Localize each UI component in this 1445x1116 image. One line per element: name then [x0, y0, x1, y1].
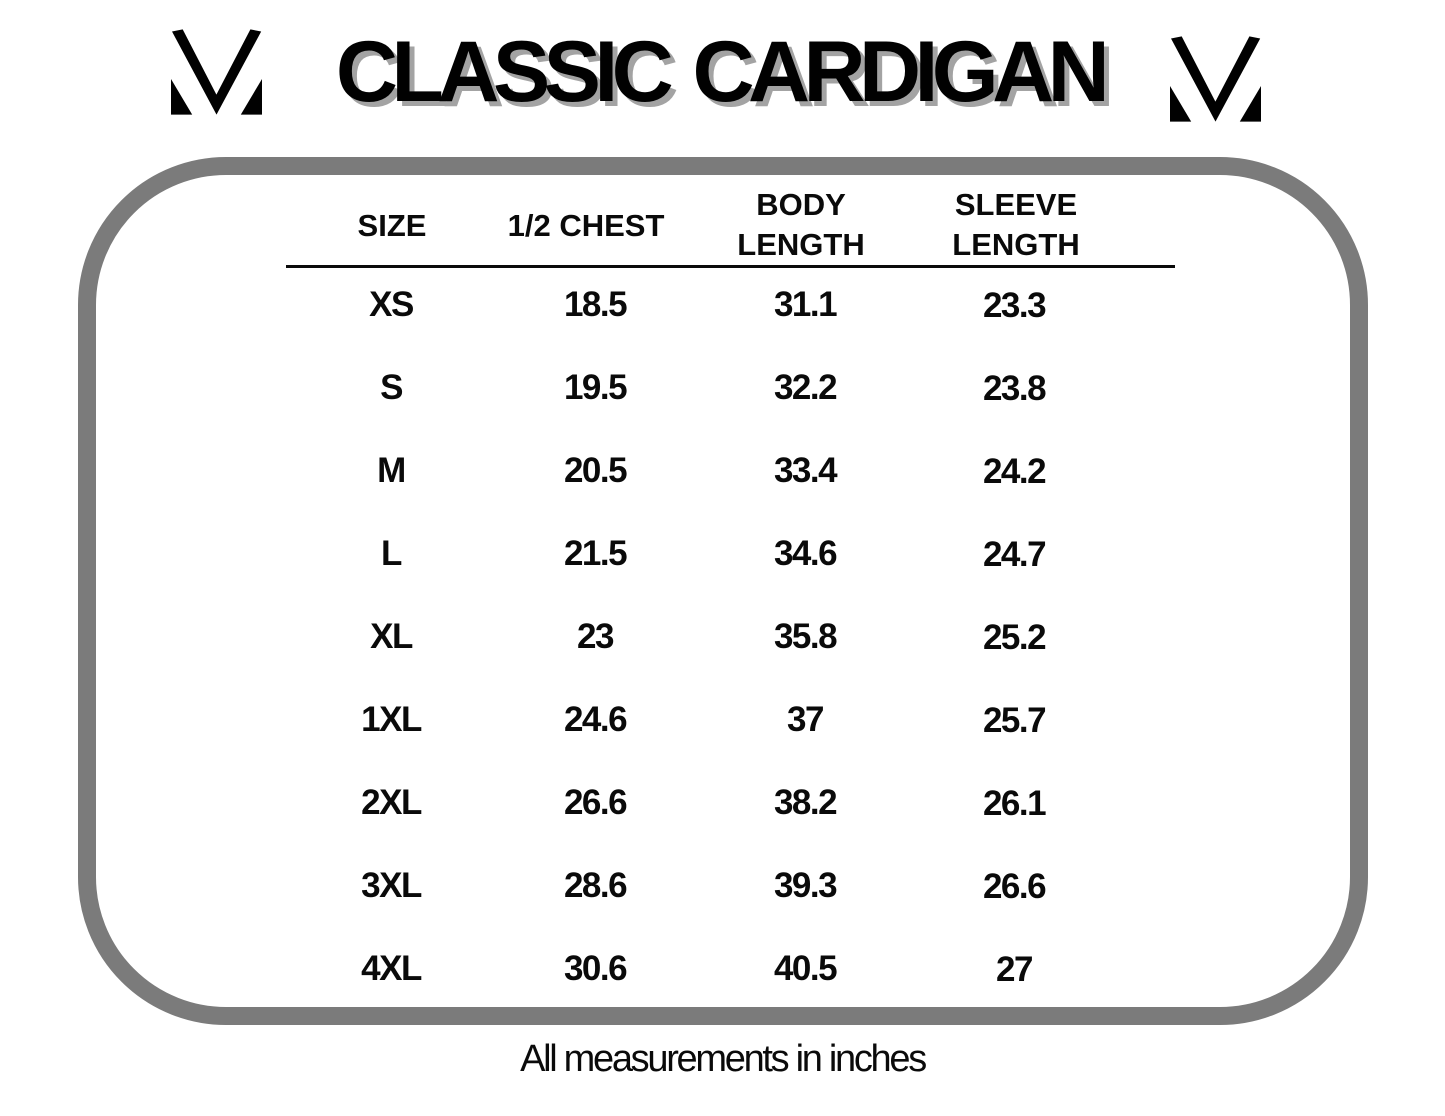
- body-length-value: 33.4: [773, 451, 838, 491]
- half-chest-value: 23: [577, 617, 614, 656]
- body-length-value: 40.5: [773, 948, 838, 988]
- half-chest-value: 26.6: [563, 782, 628, 822]
- header-divider-line: [286, 265, 1175, 268]
- half-chest-value: 19.5: [563, 368, 628, 408]
- sleeve-length-value: 23.8: [982, 369, 1047, 409]
- body-length-column: 31.1 32.2 33.4 34.6 35.8 37 38.2 39.3 40…: [695, 264, 915, 1010]
- body-length-value: 38.2: [773, 782, 838, 822]
- size-label: M: [377, 451, 406, 491]
- sleeve-length-column: 23.3 23.8 24.2 24.7 25.2 25.7 26.1 26.6 …: [904, 265, 1124, 1011]
- sleeve-length-value: 25.7: [982, 700, 1047, 740]
- size-label: 1XL: [361, 699, 422, 739]
- size-label: L: [381, 534, 402, 574]
- column-header-sleeve-length: SLEEVE LENGTH: [952, 187, 1080, 262]
- half-chest-value: 18.5: [563, 285, 628, 325]
- sleeve-length-value: 25.2: [982, 618, 1047, 657]
- body-length-value: 31.1: [773, 285, 838, 325]
- column-header-body-length: BODY LENGTH: [737, 187, 865, 262]
- column-header-half-chest: 1/2 CHEST: [507, 208, 665, 243]
- half-chest-value: 28.6: [563, 865, 628, 905]
- sleeve-length-value: 24.2: [982, 452, 1047, 492]
- sleeve-length-value: 26.1: [982, 783, 1047, 823]
- body-length-value: 32.2: [773, 368, 838, 408]
- sleeve-length-value: 23.3: [982, 286, 1047, 326]
- half-chest-column: 18.5 19.5 20.5 21.5 23 24.6 26.6 28.6 30…: [485, 264, 705, 1010]
- size-label: XS: [369, 285, 414, 325]
- sleeve-length-value: 26.6: [982, 866, 1047, 906]
- size-label: 3XL: [361, 865, 422, 905]
- brand-m-logo-right-icon: [1170, 36, 1261, 122]
- half-chest-value: 30.6: [563, 948, 628, 988]
- size-label: 4XL: [361, 948, 422, 988]
- size-column: XS S M L XL 1XL 2XL 3XL 4XL: [281, 264, 501, 1010]
- body-length-value: 35.8: [773, 617, 838, 656]
- sleeve-length-value: 24.7: [982, 535, 1047, 575]
- measurements-note: All measurements in inches: [520, 1038, 927, 1080]
- size-label: S: [380, 368, 403, 408]
- column-header-size: SIZE: [357, 208, 427, 243]
- half-chest-value: 21.5: [563, 534, 628, 574]
- body-length-value: 37: [787, 699, 824, 739]
- size-label: 2XL: [361, 782, 422, 822]
- size-label: XL: [370, 617, 413, 656]
- sleeve-length-value: 27: [996, 949, 1033, 989]
- brand-m-logo-left-icon: [171, 29, 262, 115]
- table-frame: [78, 157, 1368, 1025]
- body-length-value: 39.3: [773, 865, 838, 905]
- page-title: CLASSIC CARDIGAN: [335, 24, 1110, 120]
- body-length-value: 34.6: [773, 534, 838, 574]
- half-chest-value: 20.5: [563, 451, 628, 491]
- half-chest-value: 24.6: [563, 699, 628, 739]
